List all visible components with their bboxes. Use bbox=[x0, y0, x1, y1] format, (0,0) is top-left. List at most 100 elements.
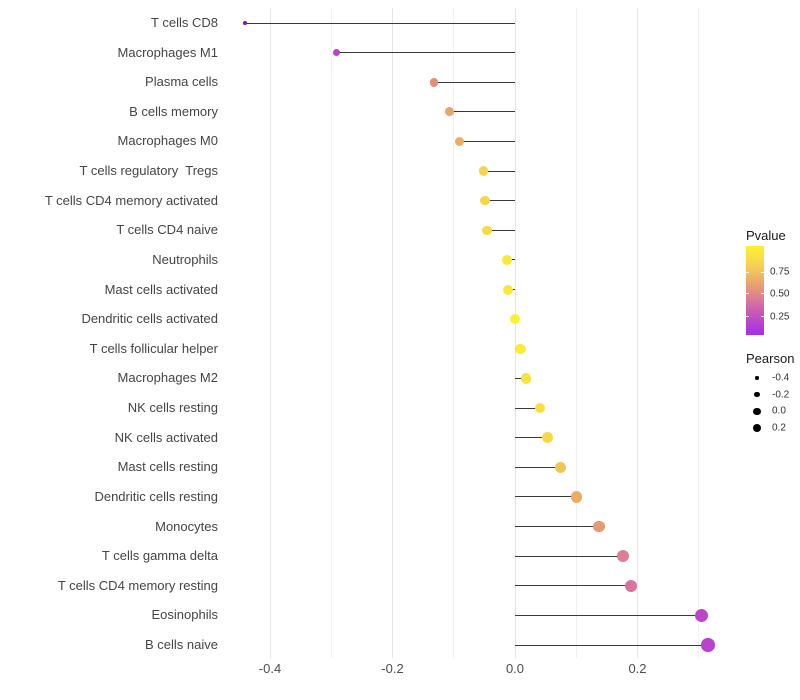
row-label: T cells regulatory Tregs bbox=[79, 163, 218, 179]
gridline-major bbox=[514, 8, 516, 658]
data-point-dot bbox=[701, 638, 715, 652]
colorbar-tick-dash-left bbox=[746, 271, 749, 273]
data-point-dot bbox=[509, 314, 521, 325]
pvalue-colorbar bbox=[746, 246, 764, 335]
stem-line bbox=[336, 52, 515, 54]
data-point-dot bbox=[542, 432, 553, 444]
data-point-dot bbox=[624, 579, 637, 592]
x-tick-label: 0.2 bbox=[628, 661, 647, 676]
row-label: Neutrophils bbox=[152, 251, 218, 267]
pearson-size-dot bbox=[755, 376, 759, 380]
data-point-dot bbox=[570, 491, 582, 503]
legend-pvalue-title: Pvalue bbox=[746, 228, 786, 243]
colorbar-tick-dash-right bbox=[761, 293, 764, 295]
stem-line bbox=[484, 200, 515, 202]
stem-line bbox=[515, 555, 623, 557]
x-tick-label: 0.0 bbox=[505, 661, 525, 676]
data-point-dot bbox=[333, 48, 341, 57]
gridline-minor bbox=[575, 8, 577, 658]
pearson-size-dot bbox=[754, 392, 760, 398]
gridline-minor bbox=[698, 8, 700, 658]
row-label: Dendritic cells activated bbox=[81, 311, 218, 327]
row-label: Macrophages M0 bbox=[117, 133, 218, 149]
row-label: T cells CD4 memory activated bbox=[44, 192, 218, 208]
row-label: T cells CD4 naive bbox=[116, 222, 218, 238]
data-point-dot bbox=[243, 21, 247, 25]
row-label: B cells memory bbox=[129, 103, 218, 119]
stem-line bbox=[434, 81, 515, 83]
data-point-dot bbox=[454, 136, 464, 146]
data-point-dot bbox=[695, 608, 709, 622]
data-point-dot bbox=[520, 373, 532, 384]
pearson-size-dot bbox=[752, 423, 762, 433]
data-point-dot bbox=[555, 461, 567, 473]
row-label: T cells CD4 memory resting bbox=[57, 577, 218, 593]
colorbar-tick-label: 0.75 bbox=[770, 266, 790, 278]
colorbar-tick-dash-left bbox=[746, 293, 749, 295]
row-label: B cells naive bbox=[145, 637, 218, 653]
colorbar-tick-dash-right bbox=[761, 316, 764, 318]
legend-pearson: Pearson -0.4 -0.2 0.0 0.2 bbox=[735, 351, 797, 434]
data-point-dot bbox=[534, 402, 546, 414]
row-label: Monocytes bbox=[155, 518, 218, 534]
gridline-minor bbox=[453, 8, 455, 658]
pearson-size-label: 0.2 bbox=[772, 422, 786, 434]
stem-line bbox=[515, 644, 708, 646]
data-point-dot bbox=[429, 77, 439, 87]
stem-line bbox=[486, 229, 515, 231]
data-point-dot bbox=[616, 550, 629, 563]
pearson-size-dot bbox=[753, 407, 761, 416]
data-point-dot bbox=[480, 196, 490, 206]
pearson-size-label: 0.0 bbox=[772, 405, 786, 417]
pearson-size-label: -0.2 bbox=[772, 389, 790, 401]
row-label: Macrophages M1 bbox=[117, 44, 218, 60]
data-point-dot bbox=[479, 166, 489, 176]
row-label: Mast cells activated bbox=[104, 281, 218, 297]
stem-line bbox=[244, 22, 515, 24]
row-label: Eosinophils bbox=[151, 607, 219, 623]
colorbar-tick bbox=[746, 271, 764, 273]
stem-line bbox=[515, 585, 631, 587]
legend-pearson-title: Pearson bbox=[746, 351, 795, 366]
data-point-dot bbox=[593, 520, 605, 533]
legend-pvalue: Pvalue 0.75 0.50 0.25 bbox=[735, 228, 797, 335]
row-label: T cells CD8 bbox=[151, 15, 218, 30]
row-label: Macrophages M2 bbox=[117, 370, 218, 386]
stem-line bbox=[515, 614, 702, 616]
colorbar-tick-dash-left bbox=[746, 316, 749, 318]
row-label: Mast cells resting bbox=[117, 459, 218, 475]
gridline-major bbox=[637, 8, 638, 658]
data-point-dot bbox=[515, 343, 526, 354]
colorbar-tick-dash-right bbox=[761, 271, 764, 273]
colorbar-tick bbox=[746, 316, 764, 318]
stem-line bbox=[459, 140, 515, 142]
data-point-dot bbox=[502, 284, 513, 295]
row-label: Dendritic cells resting bbox=[94, 488, 218, 504]
row-label: T cells follicular helper bbox=[89, 340, 218, 356]
row-label: Plasma cells bbox=[145, 74, 218, 90]
x-tick-label: -0.4 bbox=[258, 661, 282, 676]
row-label: NK cells resting bbox=[127, 400, 218, 416]
gridline-major bbox=[269, 8, 271, 658]
gridline-minor bbox=[330, 8, 332, 658]
stem-line bbox=[515, 466, 561, 468]
data-point-dot bbox=[482, 225, 492, 236]
gridline-major bbox=[392, 8, 393, 658]
stem-line bbox=[515, 407, 541, 409]
pearson-size-label: -0.4 bbox=[772, 372, 790, 384]
stem-line bbox=[515, 377, 527, 379]
stem-line bbox=[515, 526, 599, 528]
colorbar-tick bbox=[746, 293, 764, 295]
data-point-dot bbox=[502, 255, 512, 265]
stem-line bbox=[449, 111, 515, 113]
x-tick-label: -0.2 bbox=[381, 661, 404, 676]
row-label: NK cells activated bbox=[114, 429, 218, 445]
stem-line bbox=[515, 496, 577, 498]
colorbar-tick-label: 0.50 bbox=[770, 288, 790, 300]
row-label: T cells gamma delta bbox=[101, 548, 218, 564]
stem-line bbox=[515, 437, 548, 439]
stem-line bbox=[483, 170, 515, 172]
data-point-dot bbox=[445, 107, 454, 117]
colorbar-tick-label: 0.25 bbox=[770, 311, 790, 323]
